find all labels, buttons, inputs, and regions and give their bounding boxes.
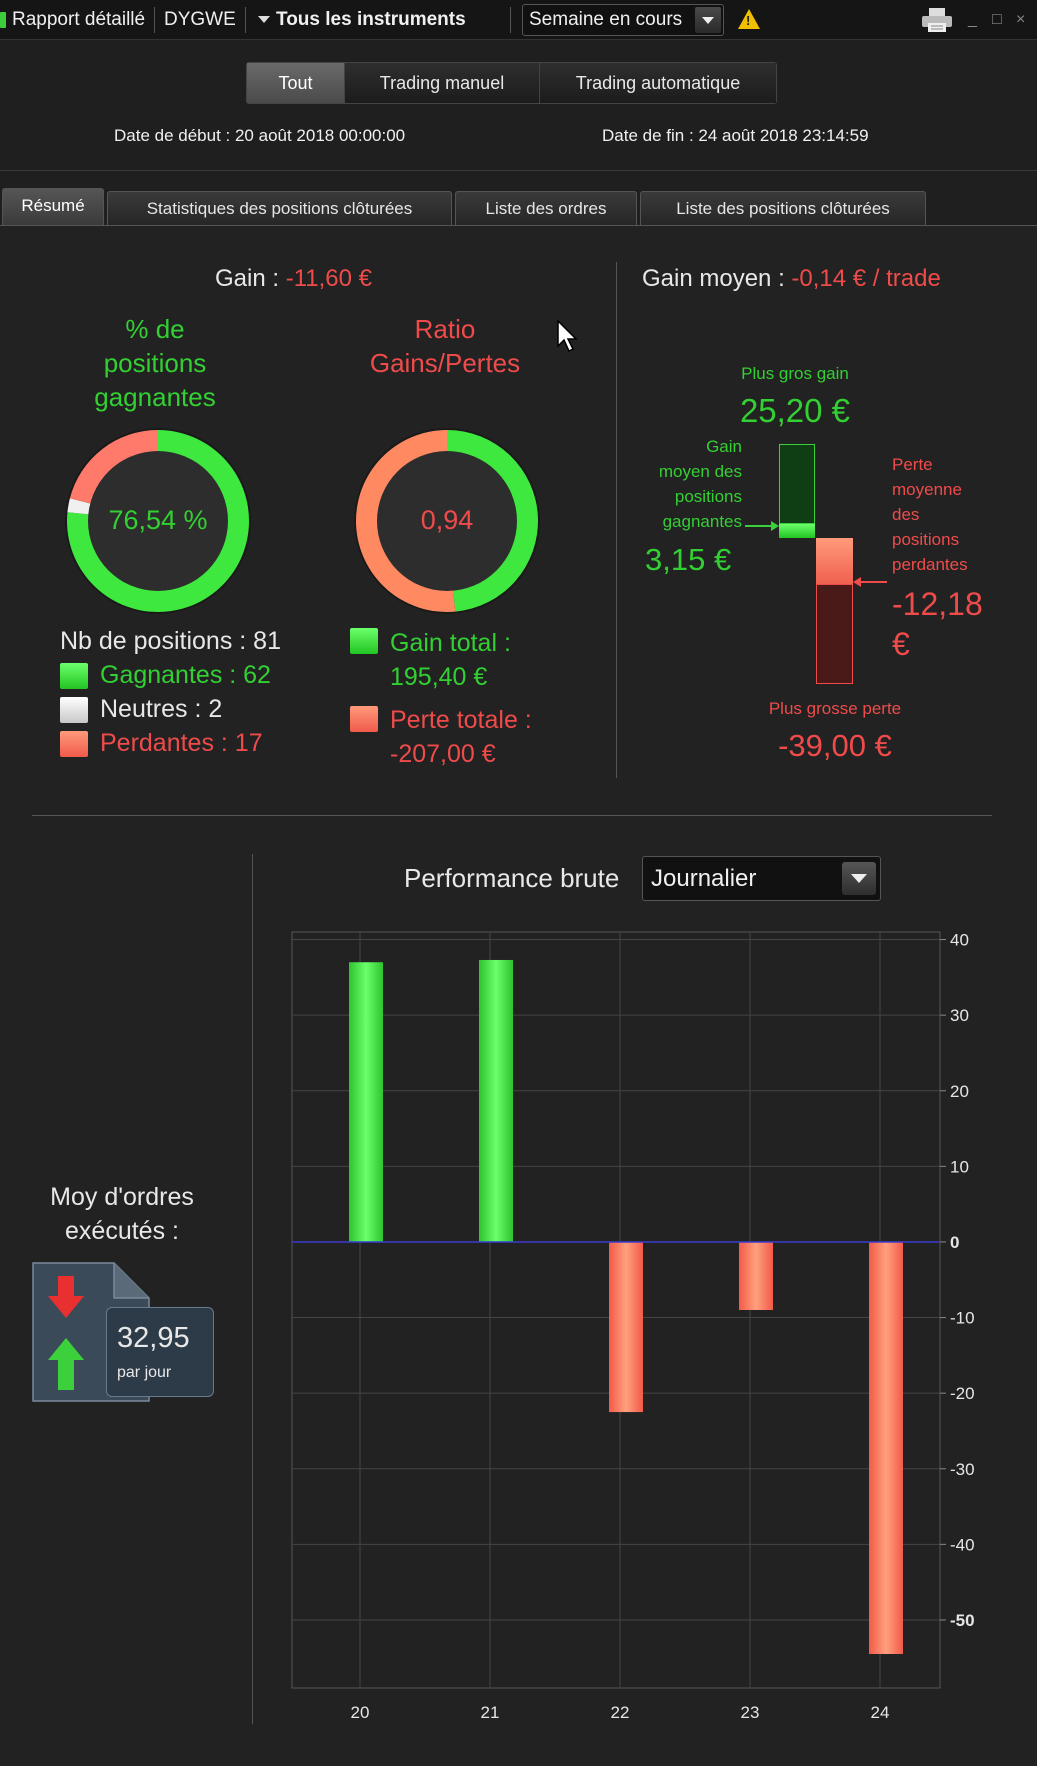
start-date: Date de début : 20 août 2018 00:00:00: [114, 126, 406, 145]
y-tick-label: -10: [950, 1309, 975, 1328]
warning-icon[interactable]: [738, 9, 760, 29]
gain-summary: Gain : -11,60 €: [215, 265, 372, 293]
granularity-value: Journalier: [651, 865, 757, 892]
account-label[interactable]: DYGWE: [164, 9, 236, 30]
y-tick-label: -40: [950, 1535, 975, 1554]
x-tick-label: 24: [871, 1703, 890, 1722]
minimize-button[interactable]: _: [968, 11, 977, 28]
avg-loss-label: Perte moyenne des positions perdantes: [892, 455, 968, 574]
period-select-value: Semaine en cours: [529, 9, 683, 30]
status-indicator-icon: [0, 12, 6, 28]
biggest-loss-value: -39,00 €: [778, 728, 892, 763]
ratio-title: Ratio Gains/Pertes: [369, 314, 521, 378]
avg-loss-value: -12,18 €: [892, 586, 983, 662]
mouse-cursor-icon: [557, 320, 578, 353]
printer-icon[interactable]: [921, 8, 953, 32]
winners-count: Gagnantes : 62: [100, 661, 271, 689]
avg-win-value: 3,15 €: [645, 542, 732, 577]
gain-range-bar: [779, 444, 815, 524]
bar-20: [349, 962, 383, 1242]
tab-liste-ordres[interactable]: Liste des ordres: [455, 191, 637, 225]
chevron-down-icon[interactable]: [842, 862, 876, 895]
period-select[interactable]: Semaine en cours: [522, 4, 724, 36]
mode-tab-tout[interactable]: Tout: [247, 63, 345, 103]
bar-23: [739, 1241, 773, 1310]
orders-value: 32,95: [117, 1322, 190, 1354]
neutral-count: Neutres : 2: [100, 695, 223, 723]
avg-gain-summary: Gain moyen : -0,14 € / trade: [642, 265, 941, 293]
y-tick-label: 0: [950, 1233, 959, 1252]
winners-swatch: [60, 663, 88, 689]
total-loss-swatch: [350, 706, 378, 732]
maximize-button[interactable]: □: [992, 11, 1002, 28]
chart-title: Performance brute: [404, 863, 620, 893]
end-date: Date de fin : 24 août 2018 23:14:59: [602, 126, 869, 145]
biggest-loss-label: Plus grosse perte: [768, 699, 902, 718]
win-pct-title: % de positions gagnantes: [94, 314, 216, 412]
avg-win-label: Gain moyen des positions gagnantes: [658, 437, 742, 531]
granularity-select[interactable]: Journalier: [642, 856, 881, 901]
neutral-swatch: [60, 697, 88, 723]
win-percentage-donut: [65, 428, 251, 614]
avg-gain-label: Gain moyen :: [642, 265, 785, 292]
nb-positions: Nb de positions : 81: [60, 627, 281, 655]
loss-range-bar: [816, 584, 853, 684]
avg-win-arrow-icon: [745, 521, 779, 531]
bar-22: [609, 1241, 643, 1413]
gain-label: Gain :: [215, 265, 280, 292]
performance-chart: 40 30 20 10 0 -10 -20 -30 -40 -50 20 21 22 23 24: [291, 931, 975, 1722]
mode-tab-trading-automatique[interactable]: Trading automatique: [540, 63, 776, 103]
total-gain: Gain total : 195,40 €: [390, 629, 511, 691]
bar-21: [479, 959, 513, 1242]
gain-loss-ratio-donut: [354, 428, 540, 614]
x-tick-label: 23: [741, 1703, 760, 1722]
y-tick-label: 40: [950, 931, 969, 950]
avg-loss-marker: [816, 538, 853, 584]
tab-liste-positions[interactable]: Liste des positions clôturées: [640, 191, 926, 225]
gain-value: -11,60 €: [285, 265, 372, 292]
orders-unit: par jour: [117, 1364, 172, 1381]
chevron-down-icon[interactable]: [695, 7, 721, 33]
x-tick-label: 21: [481, 1703, 500, 1722]
avg-win-marker: [779, 524, 815, 538]
y-tick-label: 30: [950, 1006, 969, 1025]
x-tick-label: 22: [611, 1703, 630, 1722]
y-tick-label: 20: [950, 1082, 969, 1101]
avg-loss-arrow-icon: [853, 577, 887, 587]
orders-label: Moy d'ordres exécutés :: [50, 1183, 194, 1245]
losers-swatch: [60, 731, 88, 757]
ratio-value: 0,94: [420, 505, 474, 535]
total-loss: Perte totale : -207,00 €: [390, 706, 532, 768]
win-pct-value: 76,54 %: [108, 505, 208, 535]
title-bar: Rapport détaillé DYGWE Tous les instrume…: [0, 0, 1037, 40]
losers-count: Perdantes : 17: [100, 729, 263, 757]
y-tick-label: -30: [950, 1460, 975, 1479]
tab-statistiques[interactable]: Statistiques des positions clôturées: [107, 191, 452, 225]
instruments-dropdown[interactable]: Tous les instruments: [258, 0, 466, 40]
y-tick-label: 10: [950, 1157, 969, 1176]
biggest-gain-value: 25,20 €: [739, 392, 851, 429]
x-tick-label: 20: [351, 1703, 370, 1722]
avg-gain-value: -0,14 € / trade: [791, 265, 941, 292]
close-button[interactable]: ×: [1016, 11, 1026, 28]
bar-24: [869, 1241, 903, 1654]
y-tick-label: -50: [950, 1611, 975, 1630]
tab-resume[interactable]: Résumé: [2, 188, 104, 226]
total-gain-swatch: [350, 628, 378, 654]
biggest-gain-label: Plus gros gain: [741, 364, 849, 383]
mode-tab-trading-manuel[interactable]: Trading manuel: [345, 63, 540, 103]
y-tick-label: -20: [950, 1384, 975, 1403]
report-title: Rapport détaillé: [12, 9, 146, 30]
orders-per-day-box: 32,95 par jour: [106, 1307, 214, 1397]
mode-tabs: Tout Trading manuel Trading automatique: [246, 62, 777, 104]
caret-down-icon: [258, 16, 270, 24]
